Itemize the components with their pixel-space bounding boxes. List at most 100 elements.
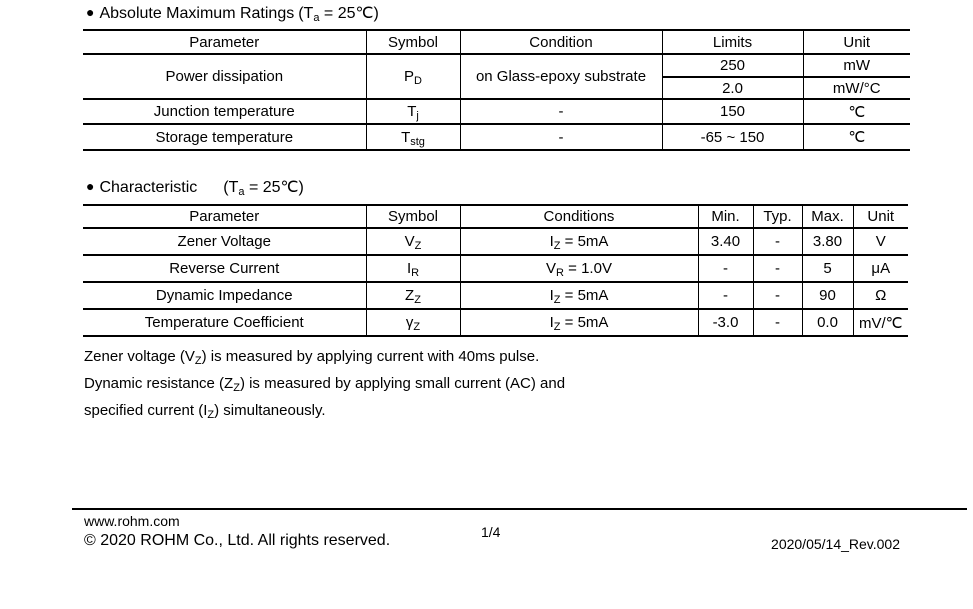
page-number: 1/4	[481, 524, 501, 540]
cell-symbol: ZZ	[365, 281, 461, 310]
cell-unit: μA	[852, 254, 908, 283]
cell-conditions: IZ = 5mA	[459, 281, 699, 310]
table-row-junction-temperature: Junction temperature Tj - 150 ℃	[83, 98, 910, 125]
abs-max-title-text: Absolute Maximum Ratings	[99, 5, 295, 22]
cell-limit: 150	[661, 98, 804, 125]
cell-condition: -	[459, 98, 663, 125]
subscript: Z	[414, 294, 421, 306]
cell-limit: -65 ~ 150	[661, 123, 804, 151]
footer-divider	[72, 508, 967, 510]
cell-parameter: Zener Voltage	[83, 227, 367, 256]
cell-condition: on Glass-epoxy substrate	[459, 53, 663, 100]
cell-max: 5	[801, 254, 854, 283]
table-row-zener-voltage: Zener Voltage VZ IZ = 5mA 3.40 - 3.80 V	[83, 227, 908, 256]
characteristic-title-text: Characteristic	[99, 179, 198, 196]
subscript: Z	[414, 240, 422, 252]
cell-parameter: Reverse Current	[83, 254, 367, 283]
abs-max-section-title: ● Absolute Maximum Ratings (Ta = 25℃)	[86, 3, 379, 24]
cell-symbol: IR	[365, 254, 461, 283]
table-row-reverse-current: Reverse Current IR VR = 1.0V - - 5 μA	[83, 254, 908, 283]
table-row-power-dissipation: Power dissipation PD on Glass-epoxy subs…	[83, 53, 910, 100]
header-cell-conditions: Conditions	[459, 204, 699, 229]
cell-unit: V	[852, 227, 908, 256]
subscript: a	[313, 12, 320, 24]
cell-unit: mV/℃	[852, 308, 908, 337]
cell-unit: ℃	[802, 123, 910, 151]
header-cell-condition: Condition	[459, 29, 663, 55]
cell-typ: -	[752, 254, 803, 283]
subscript: Z	[553, 240, 561, 252]
cell-symbol: Tstg	[365, 123, 461, 151]
revision-label: 2020/05/14_Rev.002	[771, 536, 900, 552]
table-row-temperature-coefficient: Temperature Coefficient γZ IZ = 5mA -3.0…	[83, 308, 908, 337]
bullet-icon: ●	[86, 4, 95, 20]
table-row-storage-temperature: Storage temperature Tstg - -65 ~ 150 ℃	[83, 123, 910, 151]
header-cell-typ: Typ.	[752, 204, 803, 229]
cell-unit: mW	[802, 53, 910, 78]
header-cell-max: Max.	[801, 204, 854, 229]
characteristic-section-title: ● Characteristic (Ta = 25℃)	[86, 177, 304, 198]
cell-min: 3.40	[697, 227, 754, 256]
cell-min: -	[697, 281, 754, 310]
header-cell-parameter: Parameter	[83, 29, 367, 55]
cell-typ: -	[752, 281, 803, 310]
subscript: Z	[207, 409, 215, 421]
cell-symbol: PD	[365, 53, 461, 100]
cell-min: -3.0	[697, 308, 754, 337]
note-line: Zener voltage (VZ) is measured by applyi…	[84, 348, 540, 367]
header-cell-min: Min.	[697, 204, 754, 229]
subscript: Z	[233, 382, 240, 394]
cell-symbol: γZ	[365, 308, 461, 337]
cell-parameter: Dynamic Impedance	[83, 281, 367, 310]
cell-typ: -	[752, 308, 803, 337]
subscript: Z	[553, 294, 561, 306]
cell-max: 0.0	[801, 308, 854, 337]
footer-website: www.rohm.com	[84, 513, 180, 529]
subscript: a	[238, 186, 245, 198]
cell-conditions: IZ = 5mA	[459, 227, 699, 256]
header-cell-unit: Unit	[852, 204, 908, 229]
characteristic-title-condition: (Ta = 25℃)	[223, 179, 304, 198]
note-line: specified current (IZ) simultaneously.	[84, 402, 326, 421]
cell-unit: mW/°C	[802, 76, 910, 100]
cell-symbol: VZ	[365, 227, 461, 256]
table-header-row: Parameter Symbol Condition Limits Unit	[83, 29, 910, 55]
header-cell-limits: Limits	[661, 29, 804, 55]
cell-parameter: Junction temperature	[83, 98, 367, 125]
subscript: j	[416, 110, 419, 122]
cell-parameter: Temperature Coefficient	[83, 308, 367, 337]
characteristic-table: Parameter Symbol Conditions Min. Typ. Ma…	[83, 204, 908, 337]
cell-unit: Ω	[852, 281, 908, 310]
table-subrow-power-dissipation: 2.0 mW/°C	[83, 76, 910, 100]
cell-max: 3.80	[801, 227, 854, 256]
subscript: stg	[410, 135, 425, 148]
table-row-dynamic-impedance: Dynamic Impedance ZZ IZ = 5mA - - 90 Ω	[83, 281, 908, 310]
cell-typ: -	[752, 227, 803, 256]
subscript: R	[556, 267, 564, 279]
cell-conditions: VR = 1.0V	[459, 254, 699, 283]
cell-limit: 2.0	[662, 76, 804, 100]
cell-parameter: Storage temperature	[83, 123, 367, 151]
subscript: R	[411, 267, 420, 279]
subscript: Z	[553, 321, 561, 333]
header-cell-unit: Unit	[802, 29, 910, 55]
cell-symbol: Tj	[365, 98, 461, 125]
subscript: Z	[194, 355, 202, 367]
bullet-icon: ●	[86, 178, 95, 194]
cell-parameter: Power dissipation	[83, 53, 367, 100]
cell-conditions: IZ = 5mA	[459, 308, 699, 337]
cell-unit: ℃	[802, 98, 910, 125]
subscript: D	[414, 75, 422, 87]
cell-condition: -	[459, 123, 663, 151]
abs-max-title-condition: (Ta = 25℃)	[298, 5, 379, 24]
absolute-maximum-ratings-table: Parameter Symbol Condition Limits Unit P…	[83, 29, 910, 151]
cell-max: 90	[801, 281, 854, 310]
footer-copyright: © 2020 ROHM Co., Ltd. All rights reserve…	[84, 532, 391, 549]
cell-min: -	[697, 254, 754, 283]
subscript: Z	[413, 321, 421, 333]
note-line: Dynamic resistance (ZZ) is measured by a…	[84, 375, 566, 394]
table-header-row: Parameter Symbol Conditions Min. Typ. Ma…	[83, 204, 908, 229]
measurement-notes: Zener voltage (VZ) is measured by applyi…	[84, 343, 664, 424]
header-cell-parameter: Parameter	[83, 204, 367, 229]
header-cell-symbol: Symbol	[365, 29, 461, 55]
